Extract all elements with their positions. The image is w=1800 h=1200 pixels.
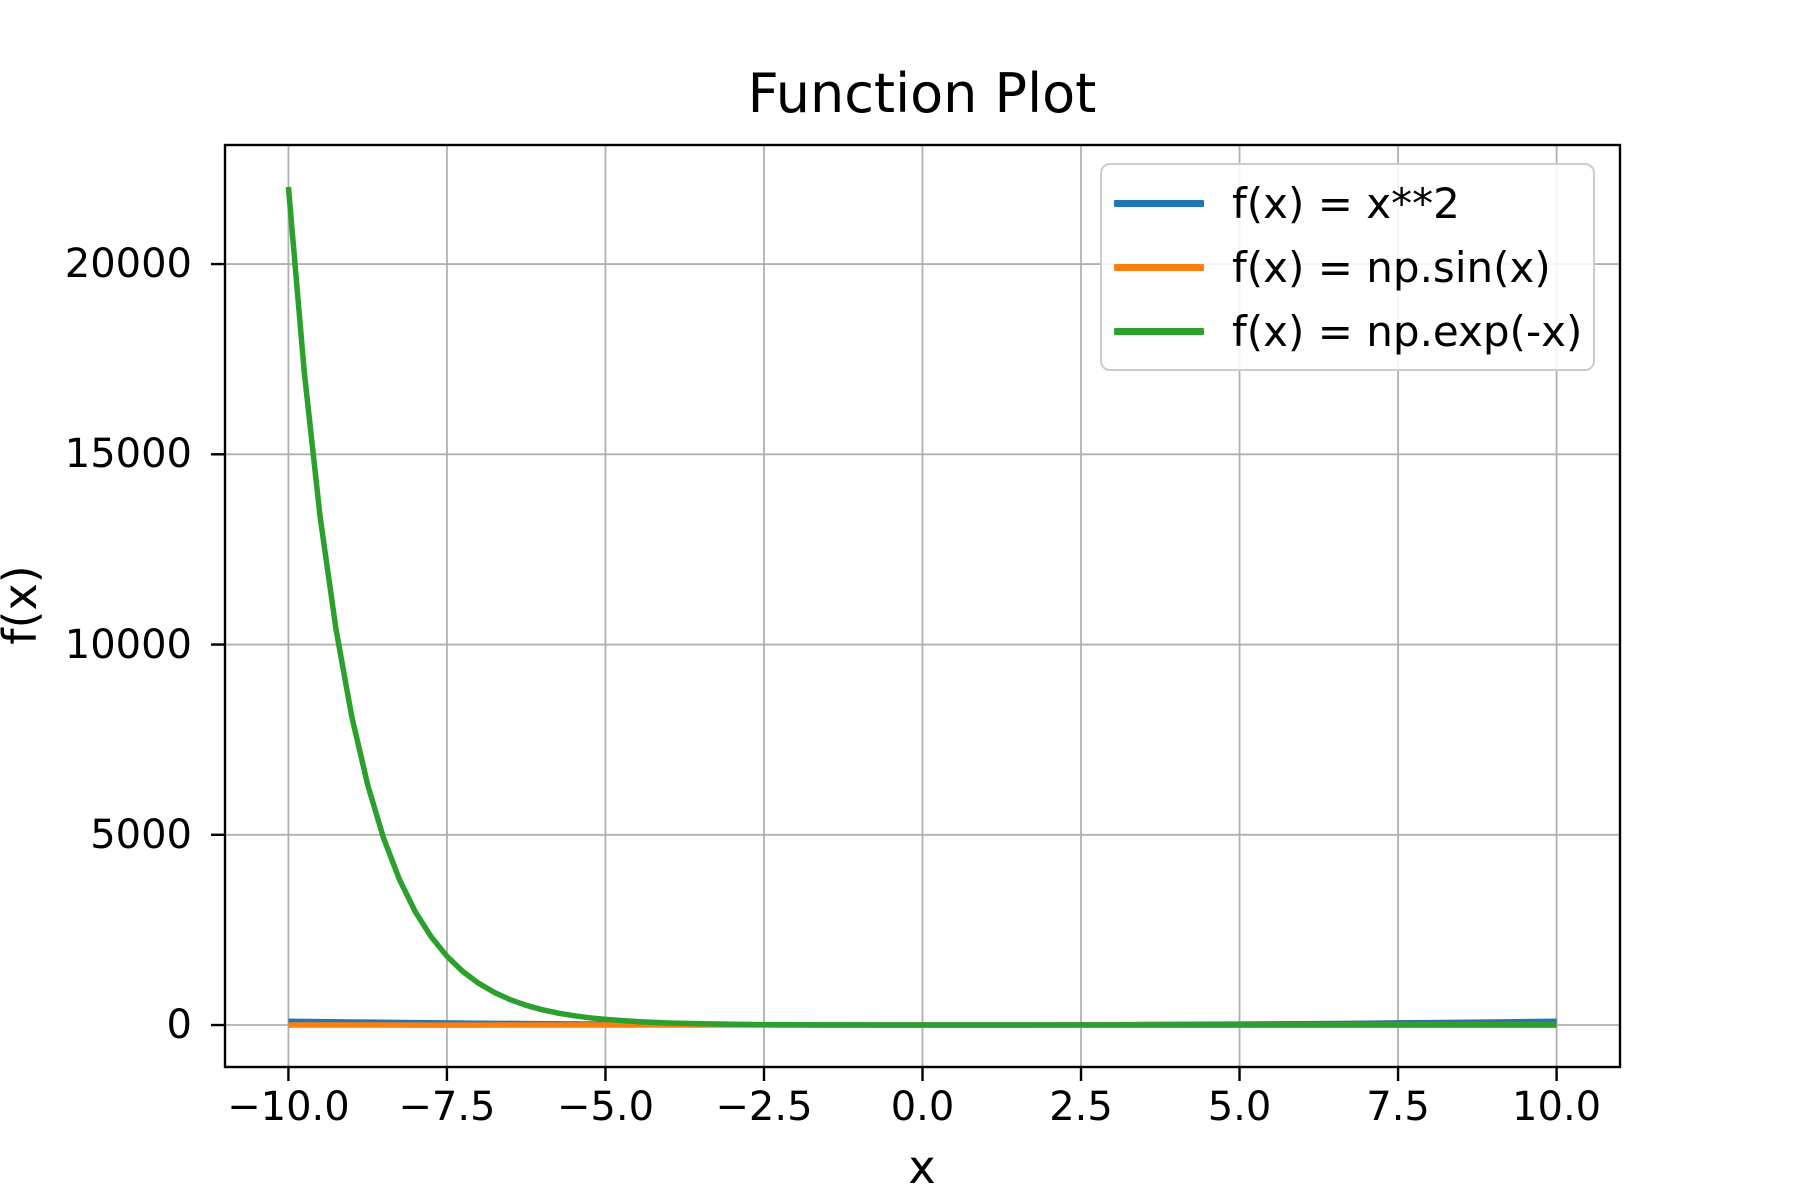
x-axis-label: x — [908, 1140, 936, 1194]
legend-line-swatch — [1114, 327, 1204, 335]
y-tick-label: 5000 — [90, 811, 192, 858]
legend-label: f(x) = x**2 — [1232, 178, 1460, 228]
x-tick-label: 10.0 — [1512, 1084, 1602, 1130]
legend: f(x) = x**2 f(x) = np.sin(x) f(x) = np.exp… — [1100, 163, 1595, 371]
x-tick-label: 7.5 — [1366, 1084, 1430, 1130]
legend-line-swatch — [1114, 263, 1204, 271]
y-tick-label: 15000 — [64, 431, 192, 478]
y-tick-label: 10000 — [64, 621, 192, 668]
x-tick-label: −5.0 — [556, 1084, 655, 1130]
x-tick-label: 2.5 — [1049, 1084, 1113, 1130]
legend-line-swatch — [1114, 199, 1204, 207]
legend-label: f(x) = np.exp(-x) — [1232, 306, 1583, 356]
x-tick-label: −7.5 — [398, 1084, 496, 1130]
legend-row: f(x) = np.sin(x) — [1102, 235, 1593, 299]
x-tick-label: −10.0 — [227, 1084, 350, 1130]
x-tick-label: −2.5 — [715, 1084, 813, 1130]
legend-row: f(x) = x**2 — [1102, 171, 1593, 235]
legend-label: f(x) = np.sin(x) — [1232, 242, 1551, 292]
y-tick-label: 0 — [166, 1002, 192, 1049]
legend-row: f(x) = np.exp(-x) — [1102, 299, 1593, 363]
y-tick-label: 20000 — [64, 241, 192, 288]
chart-title: Function Plot — [747, 62, 1097, 125]
curve-series-2 — [285, 186, 1557, 1028]
x-tick-label: 0.0 — [890, 1084, 955, 1130]
x-tick-label: 5.0 — [1207, 1084, 1272, 1130]
